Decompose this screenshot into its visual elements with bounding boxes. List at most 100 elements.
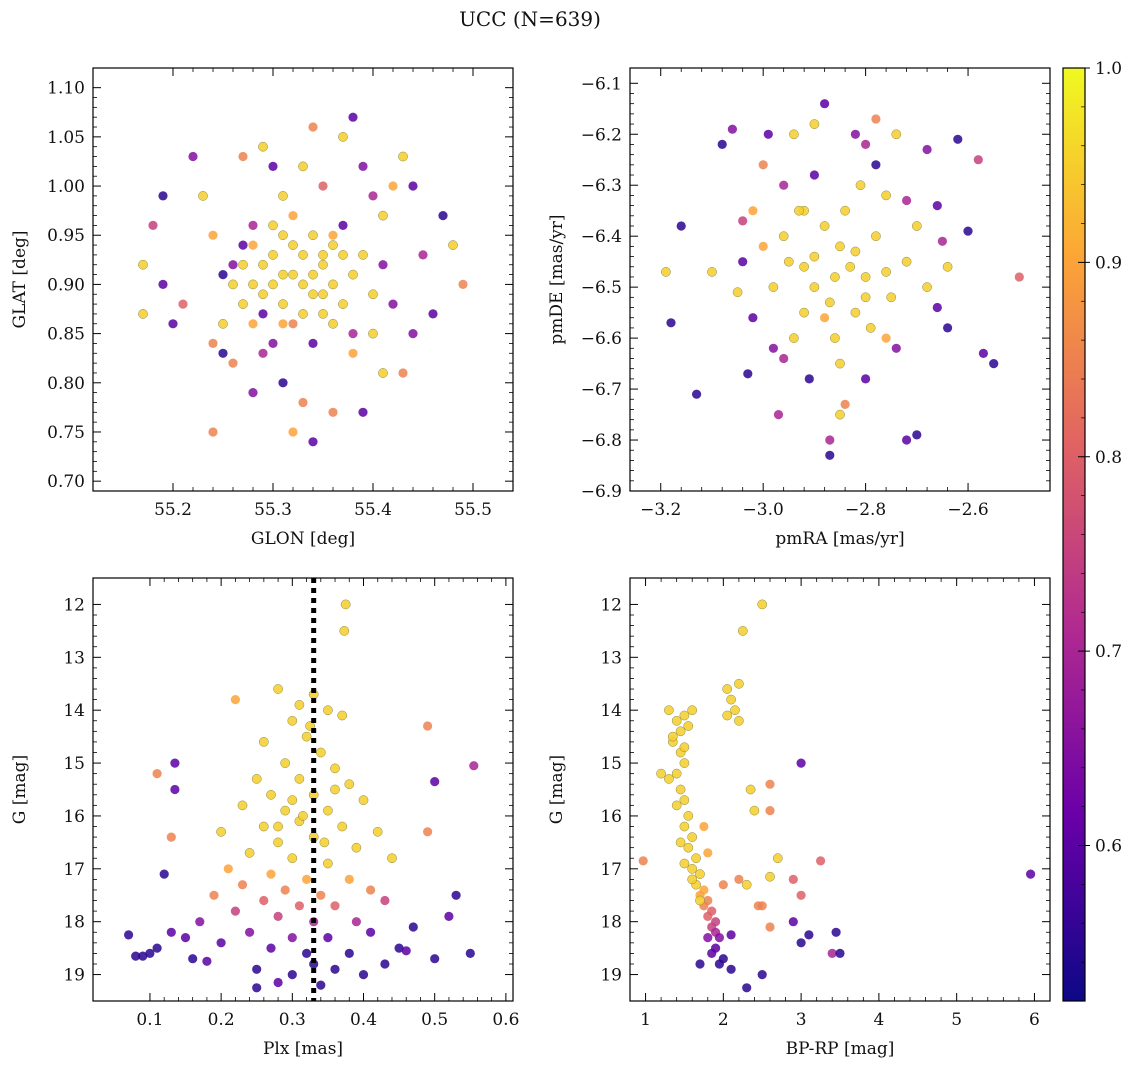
data-point [319,837,330,848]
data-point [679,821,690,832]
panel-glon-glat: 55.2 55.3 55.4 55.5 0.70 0.75 0.80 0.85 0.90 0.95… [10,67,514,549]
data-point [348,112,358,122]
data-point [865,323,876,333]
data-point [348,348,358,358]
data-point [753,901,763,911]
data-point [804,374,814,384]
x-axis-label: Plx [mas] [263,1039,343,1059]
data-point [881,190,891,201]
data-point [228,358,238,368]
x-tick-label: 0.2 [208,1010,235,1030]
data-point [794,205,804,216]
data-point [318,250,328,260]
data-point [158,191,168,201]
data-point [273,911,283,922]
data-point [683,842,694,853]
data-point [717,139,727,149]
data-point [638,856,648,866]
data-point [315,747,326,758]
data-point [734,678,744,689]
data-point [308,437,318,447]
data-point [664,705,674,716]
data-point [323,805,333,816]
data-point [323,933,333,943]
data-point [809,282,820,292]
data-point [820,313,830,323]
data-point [679,858,690,869]
data-point [679,795,690,805]
data-point [699,821,709,832]
y-tick-label: 16 [600,807,622,827]
data-point [765,871,775,882]
data-point [323,858,333,869]
data-point [278,378,288,388]
data-point [288,211,298,221]
data-point [671,715,682,726]
y-tick-label: 16 [63,807,85,827]
y-tick-label: −6.9 [581,482,622,502]
data-point [368,191,378,201]
data-point [131,951,141,961]
data-point [358,795,369,805]
data-point [778,231,789,242]
data-point [809,170,820,180]
y-tick-label: 15 [63,754,85,774]
colorbar-ticks: 0.6 0.7 0.8 0.9 1.0 [1078,59,1122,1002]
data-point [871,231,881,242]
data-point [180,933,191,943]
data-point [664,774,674,784]
data-point [809,251,820,262]
colorbar-tick-label: 1.0 [1095,59,1122,79]
data-point [198,191,208,201]
y-tick-label: −6.7 [581,380,622,400]
data-point [328,240,338,250]
data-point [726,694,736,705]
y-tick-label: 13 [600,648,622,668]
data-point [734,715,744,726]
data-point [294,774,305,784]
y-tick-label: 1.05 [47,128,85,148]
data-point [675,784,686,795]
data-point [287,853,298,864]
data-point [178,299,188,309]
data-point [228,279,238,290]
data-point [258,348,268,358]
data-point [398,368,408,378]
data-point [820,99,830,109]
data-point [258,289,268,300]
x-tick-label: 4 [873,1010,884,1030]
data-point [860,292,871,303]
data-point [273,821,283,832]
data-point [799,261,809,272]
data-point [308,289,318,300]
data-point [280,885,290,895]
data-point [268,220,278,231]
data-point [248,388,258,398]
y-tick-label: 0.80 [47,374,85,394]
data-point [902,195,912,206]
data-point [168,319,178,329]
data-point [316,980,326,990]
data-point [278,299,288,309]
panel-plx-g: 0.1 0.2 0.3 0.4 0.5 0.6 12 13 14 15 16 17 18 19 Plx [m… [10,577,519,1059]
data-point [768,343,779,353]
data-point [722,710,733,721]
data-point [308,230,318,241]
data-point [763,129,773,139]
data-point [401,946,411,956]
data-point [208,338,218,348]
data-point [237,800,248,811]
data-point [378,368,388,378]
data-point [902,435,912,445]
data-point [768,282,779,292]
data-point [679,710,690,721]
data-point [722,684,733,694]
y-tick-label: −6.6 [581,329,622,349]
data-point [835,241,845,252]
data-point [258,821,269,832]
x-tick-label: 0.3 [279,1010,306,1030]
data-point [850,129,861,139]
data-point [252,964,262,974]
data-point [244,848,255,858]
